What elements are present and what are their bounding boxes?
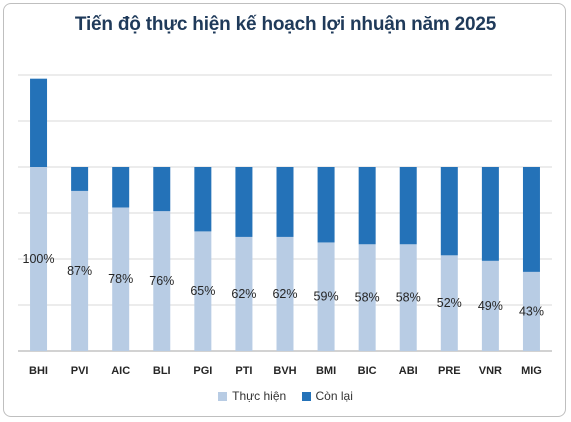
bar-thuc-hien-mig [522,271,540,351]
legend-label-thuc-hien: Thực hiện [232,389,287,403]
bar-thuc-hien-aic [112,207,130,351]
legend-label-con-lai: Còn lại [315,389,353,403]
bar-thuc-hien-pti [235,236,253,351]
bar-con-lai-pti [235,167,253,237]
x-tick-label-pre: PRE [438,365,461,377]
x-tick-label-pti: PTI [235,365,252,377]
data-label-abi: 58% [396,291,421,305]
bar-con-lai-vnr [481,167,499,261]
data-label-pre: 52% [437,296,462,310]
x-tick-label-bic: BIC [358,365,377,377]
bar-con-lai-pre [440,167,458,256]
bar-thuc-hien-bic [358,244,376,351]
data-label-vnr: 49% [478,299,503,313]
bar-con-lai-pgi [194,167,212,232]
bar-con-lai-abi [399,167,417,245]
bar-con-lai-mig [522,167,540,272]
x-tick-label-abi: ABI [399,365,418,377]
bar-con-lai-pvi [71,167,89,191]
x-tick-label-pvi: PVI [71,365,89,377]
x-tick-label-mig: MIG [521,365,542,377]
bar-thuc-hien-bvh [276,236,294,351]
data-label-bhi: 100% [23,252,55,266]
bar-con-lai-bli [153,167,171,212]
data-label-bic: 58% [355,291,380,305]
legend-swatch-con-lai [301,391,311,401]
x-tick-label-bvh: BVH [273,365,296,377]
x-tick-label-bmi: BMI [316,365,336,377]
legend-item-thuc-hien: Thực hiện [218,389,286,403]
bar-thuc-hien-pgi [194,231,212,351]
data-label-bvh: 62% [272,287,297,301]
bar-con-lai-bic [358,167,376,245]
x-tick-label-bli: BLI [153,365,171,377]
x-tick-label-aic: AIC [111,365,130,377]
bar-con-lai-bhi [30,78,48,167]
legend: Thực hiện Còn lại [0,389,571,404]
x-tick-label-vnr: VNR [479,365,502,377]
data-label-pvi: 87% [67,264,92,278]
bar-con-lai-aic [112,167,130,208]
chart-title: Tiến độ thực hiện kế hoạch lợi nhuận năm… [74,14,497,35]
data-label-pti: 62% [231,287,256,301]
bar-con-lai-bmi [317,167,335,243]
bar-thuc-hien-bhi [30,167,48,351]
data-label-pgi: 65% [190,284,215,298]
data-label-aic: 78% [108,272,133,286]
data-label-bmi: 59% [314,290,339,304]
bar-thuc-hien-pre [440,255,458,351]
legend-item-con-lai: Còn lại [301,389,353,403]
bar-con-lai-bvh [276,167,294,237]
x-tick-label-pgi: PGI [193,365,212,377]
data-label-mig: 43% [519,304,544,318]
bar-thuc-hien-bli [153,211,171,351]
x-tick-label-bhi: BHI [29,365,48,377]
bar-thuc-hien-bmi [317,242,335,351]
data-label-bli: 76% [149,274,174,288]
legend-swatch-thuc-hien [218,391,228,401]
bar-thuc-hien-abi [399,244,417,351]
bar-thuc-hien-vnr [481,260,499,351]
bar-thuc-hien-pvi [71,190,89,351]
